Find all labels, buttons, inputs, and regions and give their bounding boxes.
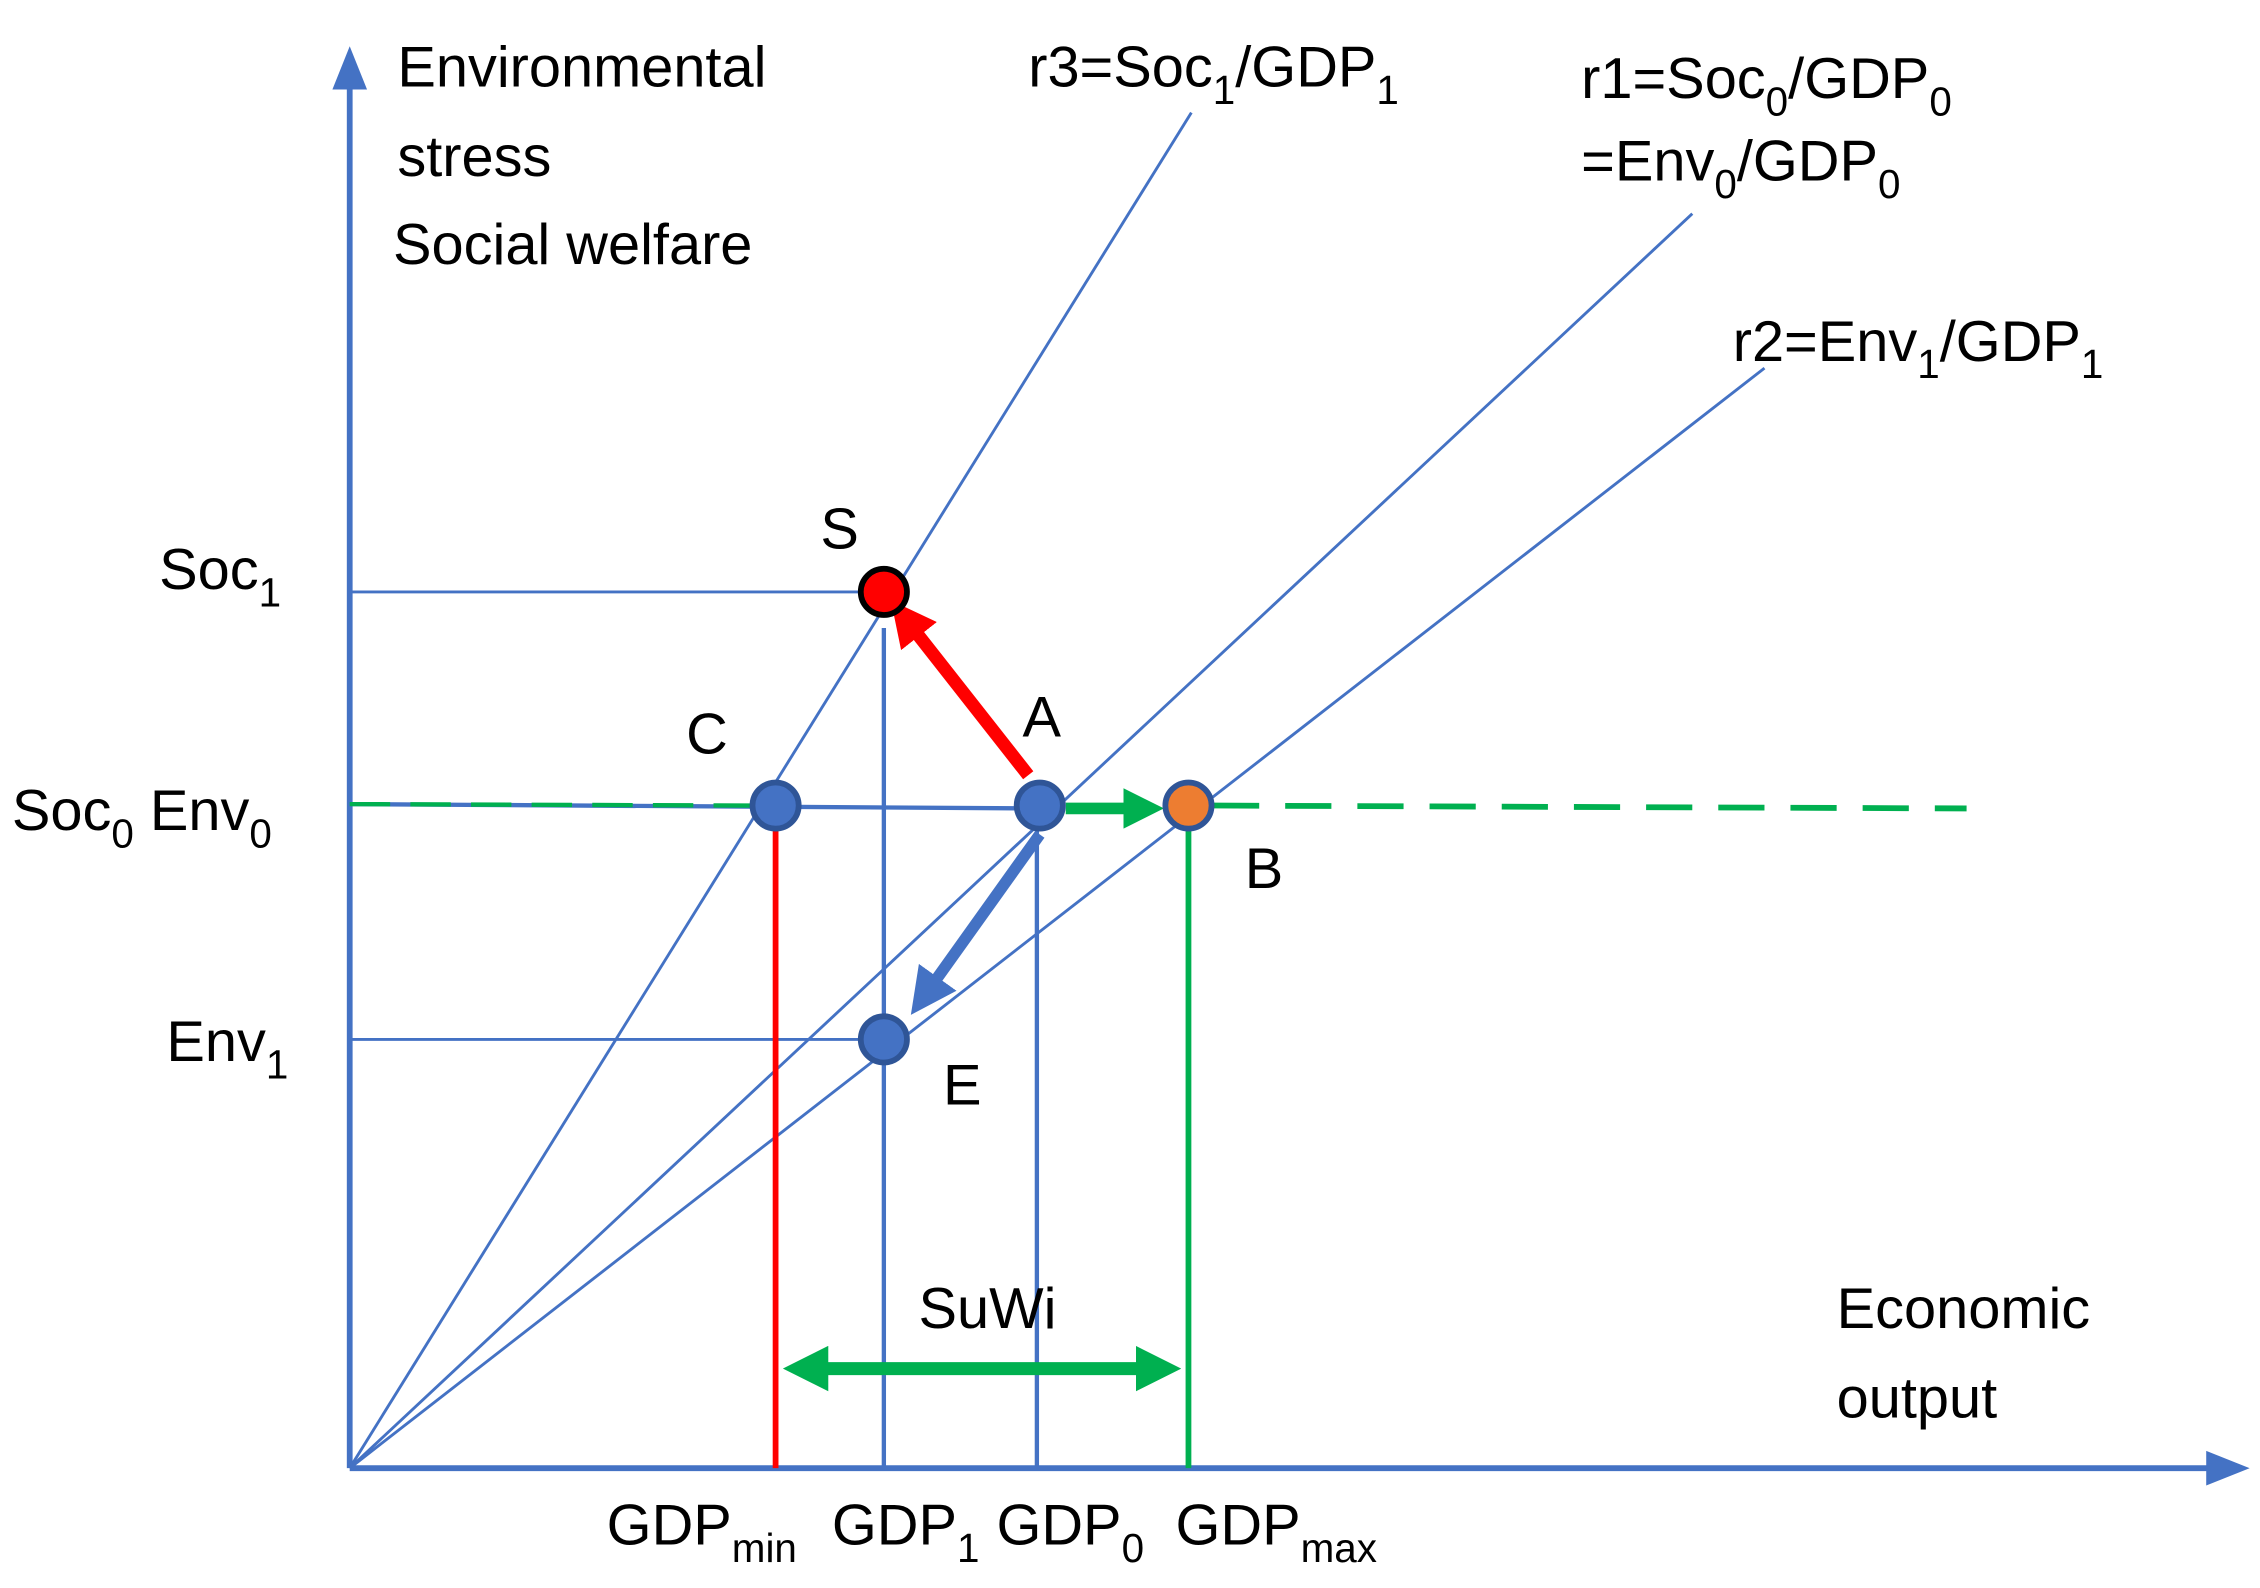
y-axis-label: Social welfare xyxy=(393,213,752,277)
label-part: Env xyxy=(134,779,250,843)
axes xyxy=(332,46,2250,1486)
label-part: stress xyxy=(397,125,551,189)
range-label: SuWi xyxy=(919,1277,1057,1341)
label-part: =Env xyxy=(1581,129,1714,193)
y-level-label: Soc1 xyxy=(159,538,281,615)
label-part: Social welfare xyxy=(393,213,752,277)
label-part: GDP xyxy=(832,1494,957,1558)
env0-level xyxy=(349,801,1040,811)
ray-label: r1=Soc0/GDP0 xyxy=(1581,47,1952,124)
label-part: GDP xyxy=(607,1494,732,1558)
point-label: C xyxy=(686,703,728,767)
label-part: Environmental xyxy=(397,36,766,100)
subscript: 1 xyxy=(259,569,281,615)
point-label: E xyxy=(943,1053,982,1117)
subscript: 0 xyxy=(111,810,133,856)
subscript: max xyxy=(1301,1525,1377,1571)
subscript: 0 xyxy=(1766,78,1788,124)
point-c xyxy=(749,779,802,832)
ray-label: r3=Soc1/GDP1 xyxy=(1028,36,1399,113)
point-label: S xyxy=(820,498,859,562)
label-part: Economic xyxy=(1837,1277,2091,1341)
label-part: Soc xyxy=(12,779,112,843)
env0-dashed xyxy=(349,801,752,808)
subscript: 1 xyxy=(1917,341,1939,387)
arrow-to-s xyxy=(890,600,1034,780)
label-part: Soc xyxy=(159,538,258,602)
ray-r2 xyxy=(348,366,1766,1470)
label-part: /GDP xyxy=(1940,310,2081,374)
label-part: /GDP xyxy=(1737,129,1878,193)
subscript: 0 xyxy=(1714,161,1736,207)
ray-r1 xyxy=(348,212,1694,1470)
ray-label: r2=Env1/GDP1 xyxy=(1733,310,2104,387)
subscript: 1 xyxy=(266,1041,288,1087)
y-level-label: Soc0 Env0 xyxy=(12,779,272,856)
label-part: Env xyxy=(166,1010,266,1074)
subscript: 1 xyxy=(1213,67,1235,113)
x-level-label: GDP1 xyxy=(832,1494,980,1571)
label-part: GDP xyxy=(1175,1494,1300,1558)
point-e xyxy=(857,1013,910,1066)
x-axis-label: Economic xyxy=(1837,1277,2091,1341)
y-axis-label: stress xyxy=(397,125,551,189)
label-part: /GDP xyxy=(1788,47,1929,111)
point-a xyxy=(1013,779,1066,832)
subscript: 1 xyxy=(2081,341,2103,387)
subscript: min xyxy=(732,1525,797,1571)
subscript: 0 xyxy=(1929,78,1951,124)
x-level-label: GDPmin xyxy=(607,1494,797,1571)
point-label: B xyxy=(1245,837,1284,901)
label-part: r1=Soc xyxy=(1581,47,1766,111)
x-axis-label: output xyxy=(1837,1367,1998,1431)
point-s xyxy=(857,565,910,618)
point-b xyxy=(1162,779,1215,832)
y-axis-label: Environmental xyxy=(397,36,766,100)
label-part: r3=Soc xyxy=(1028,36,1213,100)
subscript: 1 xyxy=(957,1525,979,1571)
x-level-label: GDP0 xyxy=(996,1494,1144,1571)
points xyxy=(749,565,1215,1066)
x-level-label: GDPmax xyxy=(1175,1494,1376,1571)
subscript: 0 xyxy=(1122,1525,1144,1571)
point-label: A xyxy=(1022,685,1061,749)
y-level-label: Env1 xyxy=(166,1010,288,1087)
growth-dashed xyxy=(1212,802,1967,812)
subscript: 0 xyxy=(1878,161,1900,207)
arrow-to-e xyxy=(910,831,1045,1015)
subscript: 1 xyxy=(1376,67,1398,113)
label-part: GDP xyxy=(996,1494,1121,1558)
label-part: r2=Env xyxy=(1733,310,1918,374)
subscript: 0 xyxy=(249,810,271,856)
label-part: /GDP xyxy=(1235,36,1376,100)
ray-label: =Env0/GDP0 xyxy=(1581,129,1900,206)
label-part: output xyxy=(1837,1367,1998,1431)
